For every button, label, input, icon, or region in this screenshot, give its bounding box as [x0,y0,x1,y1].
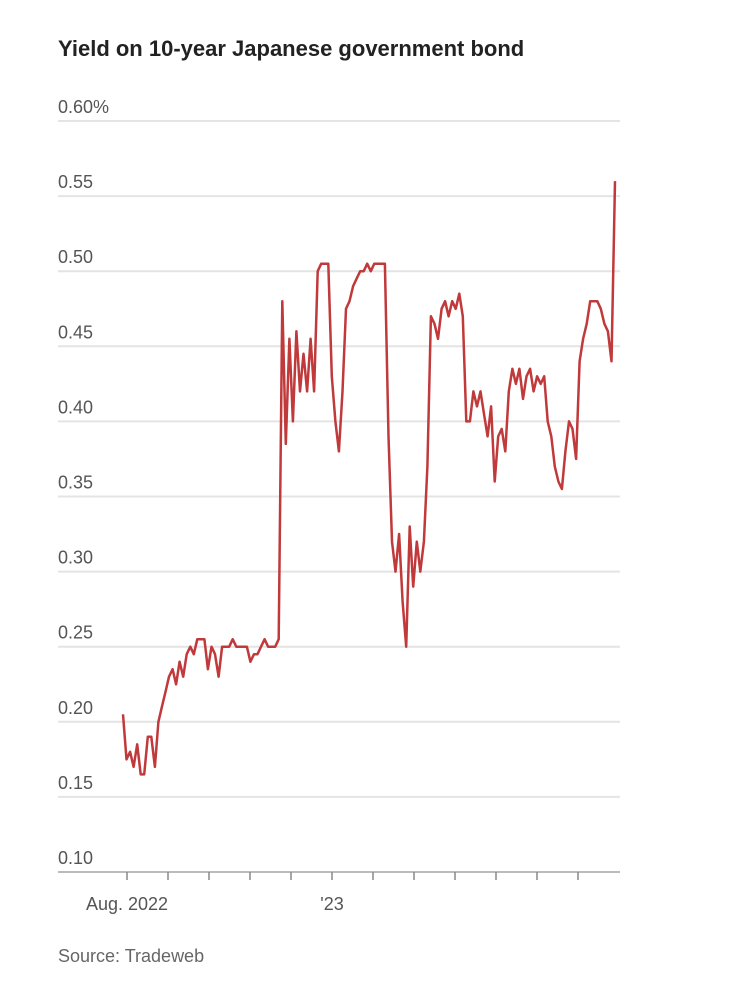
y-tick-label: 0.35 [58,473,93,493]
y-tick-label: 0.25 [58,623,93,643]
y-tick-label: 0.10 [58,848,93,868]
y-tick-label: 0.20 [58,698,93,718]
y-tick-label: 0.30 [58,548,93,568]
y-tick-label: 0.60% [58,97,109,117]
y-tick-label: 0.50 [58,247,93,267]
y-tick-label: 0.40 [58,397,93,417]
line [121,181,617,776]
y-tick-label: 0.45 [58,322,93,342]
x-tick-label: '23 [320,894,343,914]
source: Source: Tradeweb [58,946,204,966]
y-tick-label: 0.15 [58,773,93,793]
x-tick-label: Aug. 2022 [86,894,168,914]
y-tick-label: 0.55 [58,172,93,192]
chart-title: Yield on 10-year Japanese government bon… [58,36,524,61]
